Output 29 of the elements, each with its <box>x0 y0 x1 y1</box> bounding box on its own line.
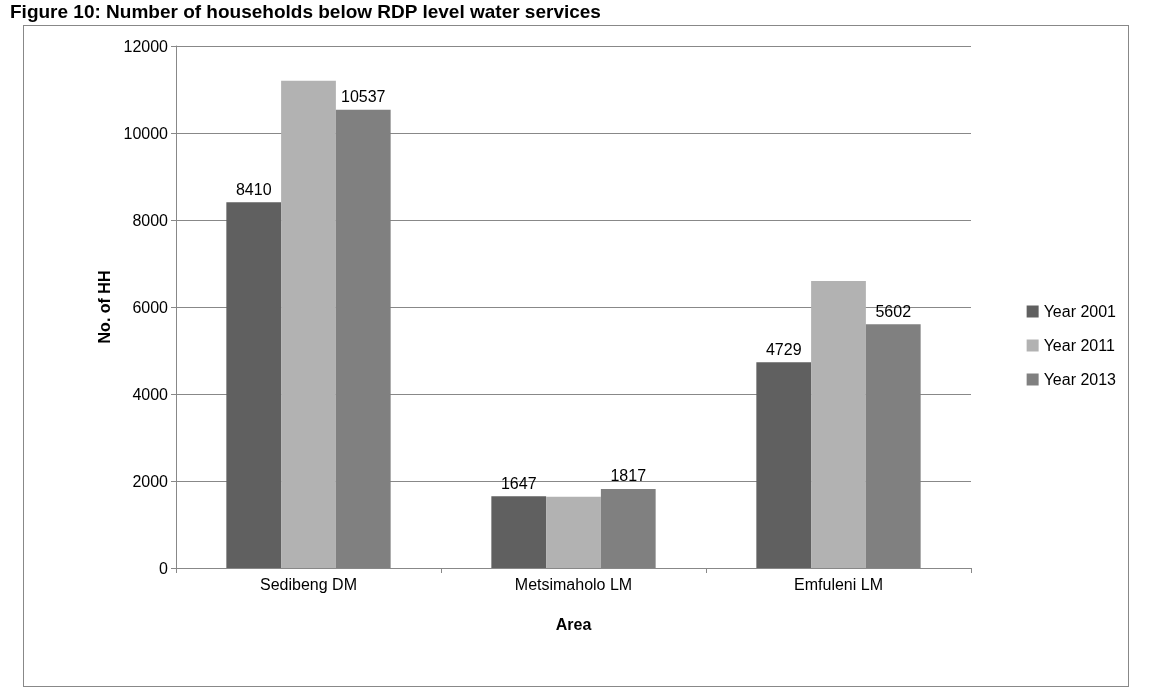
legend-label: Year 2001 <box>1043 303 1117 320</box>
bar <box>756 362 812 568</box>
y-tick-label: 8000 <box>132 211 169 229</box>
bar <box>546 496 601 568</box>
y-tick-label: 6000 <box>132 298 169 316</box>
y-axis-title: No. of HH <box>96 270 114 344</box>
y-tick-label: 0 <box>159 559 169 577</box>
bar <box>226 202 282 568</box>
legend-label: Year 2011 <box>1043 337 1115 354</box>
data-label: 10537 <box>341 88 386 106</box>
chart-title: Figure 10: Number of households below RDP level water services <box>10 1 601 23</box>
legend-label: Year 2013 <box>1043 371 1117 388</box>
data-label: 5602 <box>875 302 912 320</box>
y-tick-label: 10000 <box>123 124 169 142</box>
bar <box>281 80 336 568</box>
y-tick-label: 2000 <box>132 472 169 490</box>
data-label: 1817 <box>610 467 647 485</box>
data-label: 8410 <box>235 180 272 198</box>
x-tick-label: Metsimaholo LM <box>514 575 633 593</box>
bar <box>811 280 866 568</box>
x-tick-label: Sedibeng DM <box>260 575 357 593</box>
y-tick-label: 12000 <box>123 37 169 55</box>
data-label: 4729 <box>765 340 802 358</box>
x-axis-title: Area <box>555 615 592 633</box>
y-tick-label: 4000 <box>132 385 169 403</box>
bar <box>491 496 547 568</box>
bar <box>600 488 656 568</box>
x-tick-label: Emfuleni LM <box>794 575 883 593</box>
data-label: 1647 <box>500 474 537 492</box>
